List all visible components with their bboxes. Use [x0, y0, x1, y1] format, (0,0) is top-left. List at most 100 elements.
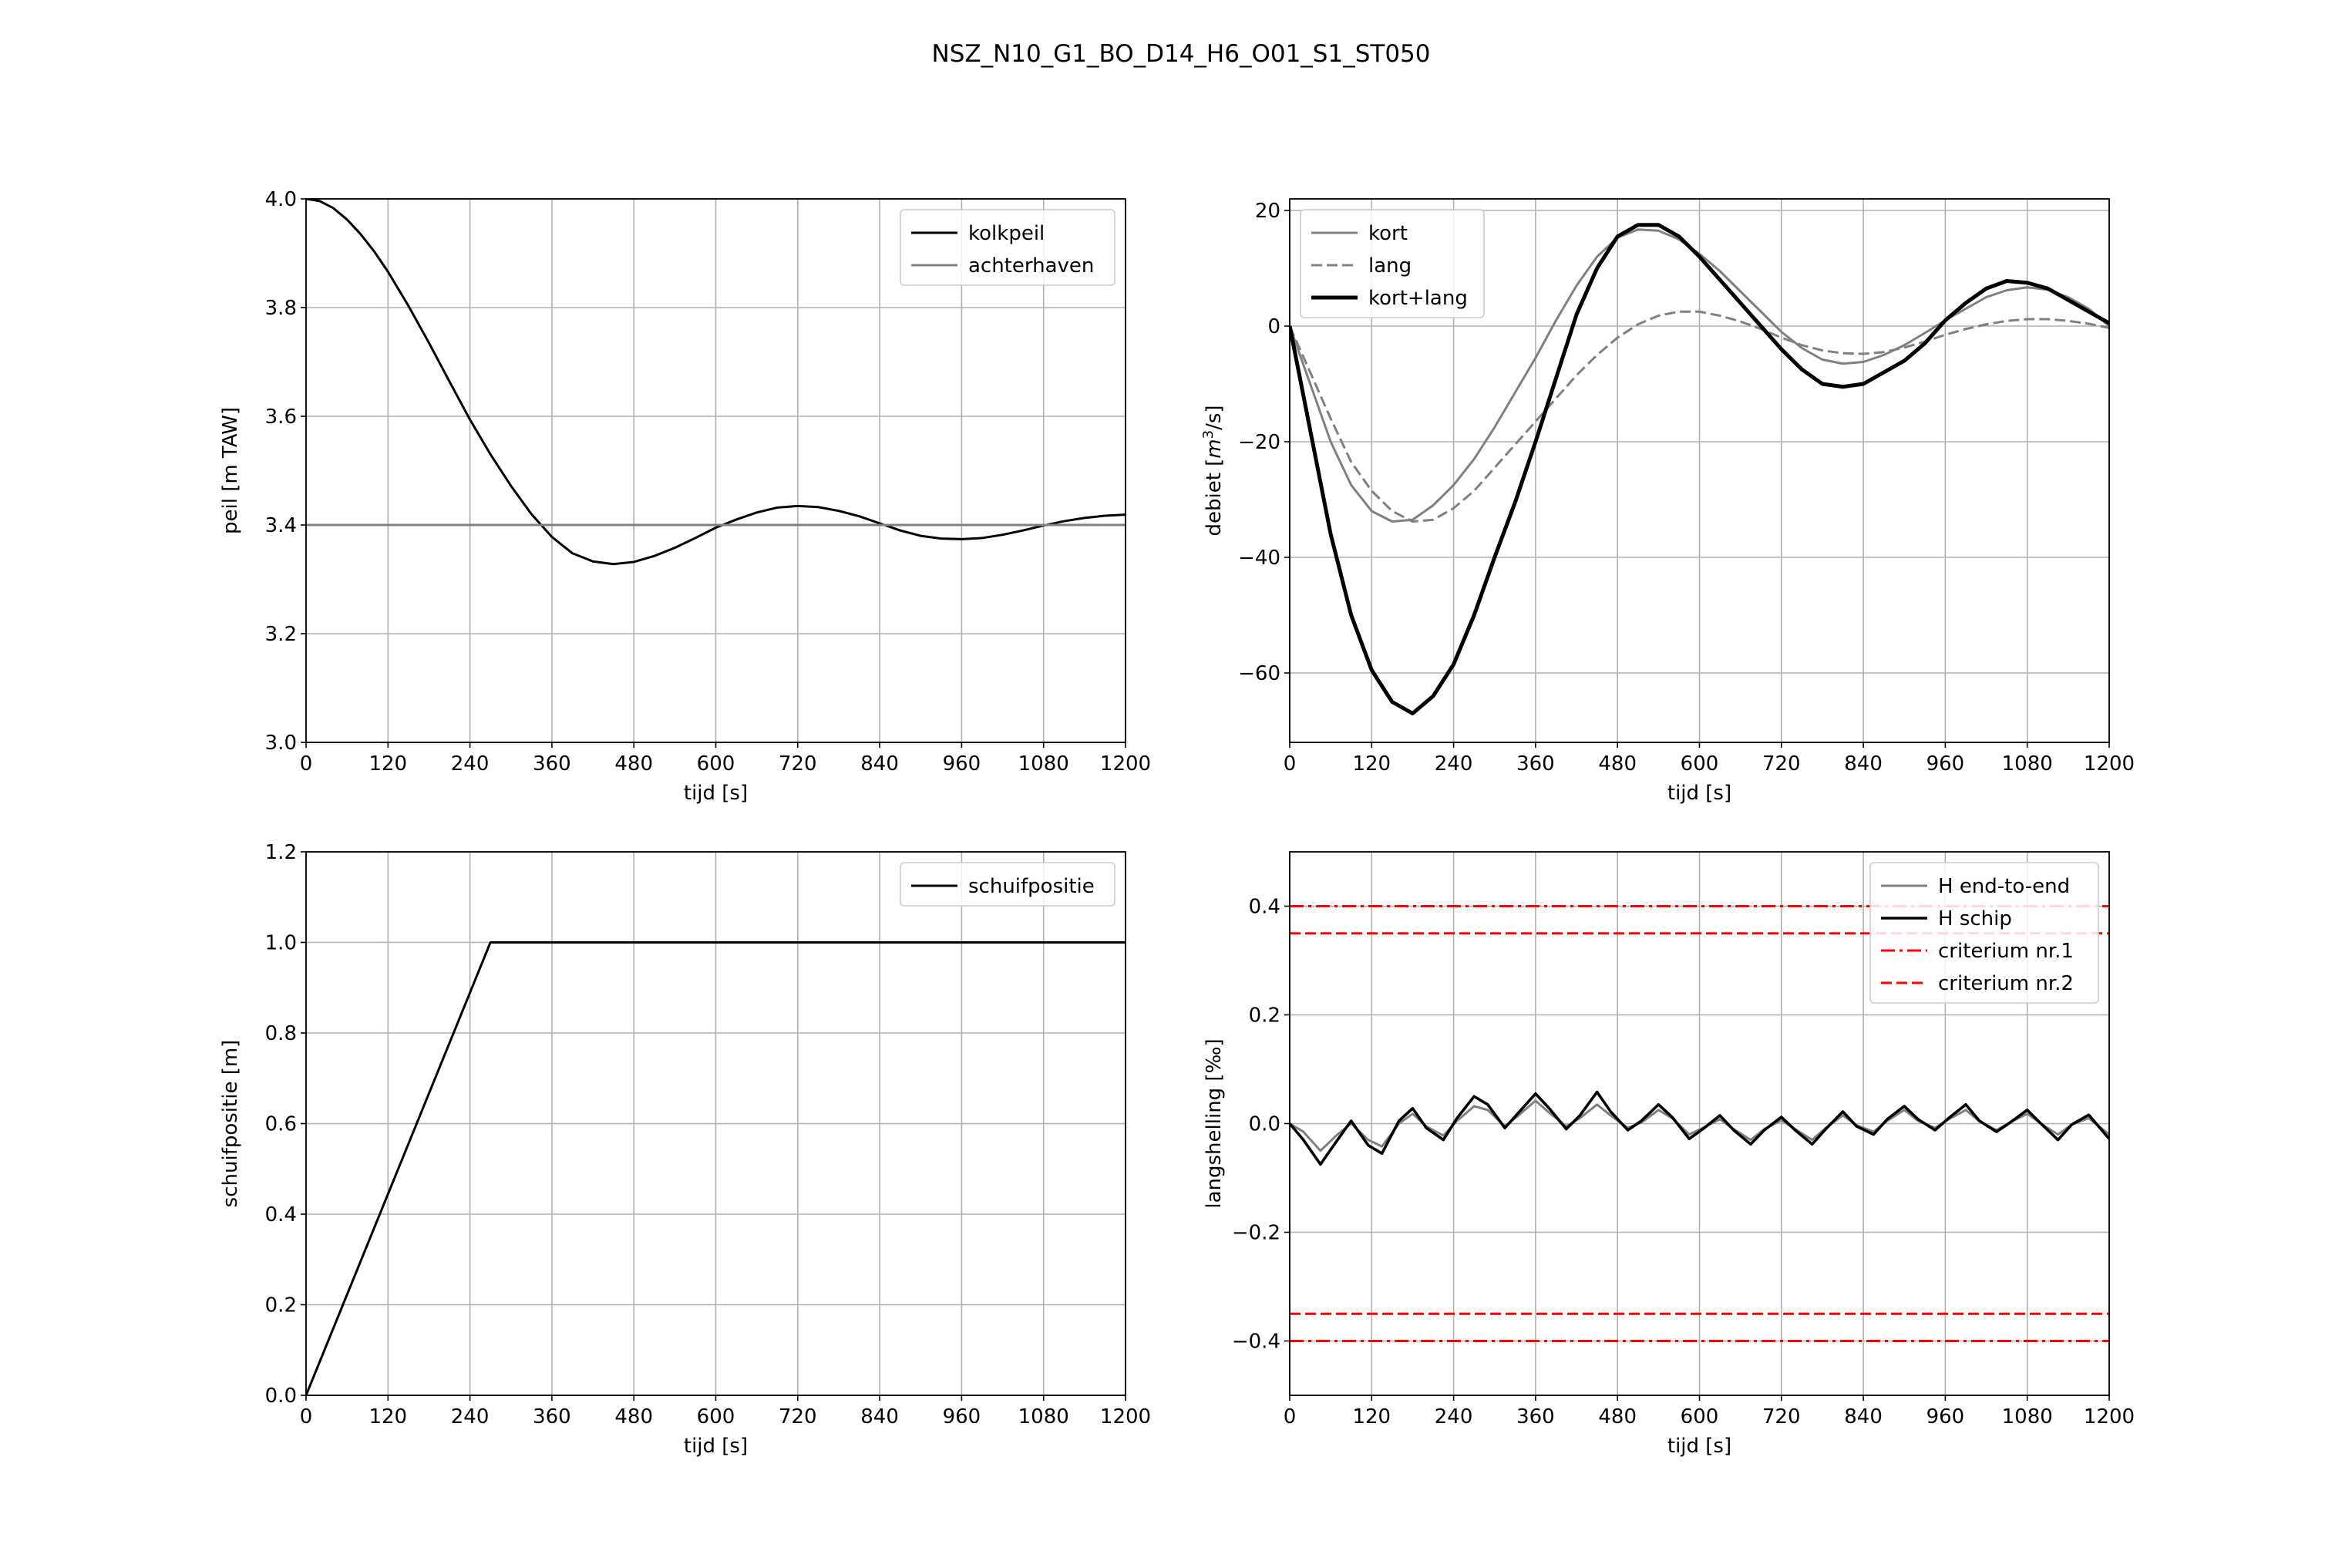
x-tick-label: 0 — [1284, 752, 1297, 776]
y-tick-label: 3.4 — [265, 514, 297, 537]
legend: H end-to-end H schip criterium nr.1 criteri… — [1869, 862, 2099, 1004]
x-tick-label: 1080 — [2002, 752, 2053, 776]
x-tick-label: 0 — [300, 752, 313, 776]
y-tick-label: 3.2 — [265, 623, 297, 646]
x-tick-label: 360 — [533, 752, 571, 776]
legend-box — [900, 862, 1115, 907]
y-axis-label-part: debiet [ — [1203, 459, 1226, 537]
legend-label: criterium nr.1 — [1938, 940, 2074, 963]
y-tick-label: 3.0 — [265, 732, 297, 755]
x-tick-label: 1200 — [1100, 752, 1151, 776]
y-tick-label: 0.2 — [265, 1294, 297, 1317]
x-tick-label: 840 — [1844, 752, 1883, 776]
legend: kolkpeil achterhaven — [900, 209, 1115, 286]
x-tick-label: 1200 — [1100, 1405, 1151, 1428]
x-tick-label: 360 — [533, 1405, 571, 1428]
x-tick-label: 1080 — [2002, 1405, 2053, 1428]
y-axis-label-part: m — [1203, 439, 1226, 458]
y-tick-label: −0.4 — [1232, 1331, 1280, 1354]
x-tick-label: 1080 — [1018, 752, 1069, 776]
legend: schuifpositie — [900, 862, 1115, 907]
x-axis-label: tijd [s] — [1667, 782, 1731, 805]
x-tick-label: 840 — [860, 1405, 899, 1428]
x-tick-label: 600 — [697, 1405, 735, 1428]
x-axis-label: tijd [s] — [684, 782, 748, 805]
kort-lang-line — [1290, 223, 2109, 715]
x-tick-label: 960 — [943, 752, 981, 776]
y-tick-label: 0.6 — [265, 1113, 297, 1136]
x-tick-label: 720 — [1762, 752, 1801, 776]
legend-label: achterhaven — [968, 254, 1094, 278]
x-tick-label: 600 — [697, 752, 735, 776]
y-axis-label-part: 3 — [1200, 430, 1216, 439]
x-axis-label: tijd [s] — [684, 1435, 748, 1458]
y-axis-label: debiet [m3/s] — [1200, 405, 1226, 536]
x-tick-label: 840 — [860, 752, 899, 776]
x-tick-label: 1200 — [2084, 752, 2135, 776]
legend-label: kort+lang — [1368, 287, 1468, 310]
chart-panel-debiet: 0 120 240 360 480 600 720 840 960 1080 1200 −60 −40 −… — [1200, 198, 2135, 805]
y-tick-label: −0.2 — [1232, 1222, 1280, 1245]
x-tick-label: 840 — [1844, 1405, 1883, 1428]
legend-label: schuifpositie — [968, 875, 1095, 898]
legend-box — [1869, 862, 2099, 1004]
y-tick-label: 3.8 — [265, 297, 297, 320]
x-tick-label: 720 — [1762, 1405, 1801, 1428]
legend-label: criterium nr.2 — [1938, 972, 2074, 995]
legend-label: kort — [1368, 222, 1408, 245]
kolkpeil-line — [306, 199, 1126, 566]
x-tick-label: 120 — [1352, 752, 1391, 776]
x-tick-label: 120 — [1352, 1405, 1391, 1428]
x-tick-label: 1080 — [1018, 1405, 1069, 1428]
x-tick-label: 960 — [1926, 752, 1965, 776]
x-tick-label: 1200 — [2084, 1405, 2135, 1428]
legend-label: kolkpeil — [968, 222, 1045, 245]
x-tick-label: 240 — [1435, 752, 1473, 776]
h-schip-line — [1290, 1090, 2109, 1166]
x-tick-label: 360 — [1516, 752, 1555, 776]
y-axis-label: schuifpositie [m] — [219, 1040, 242, 1208]
chart-panel-peil: 0 120 240 360 480 600 720 840 960 1080 1200 3.0 3.2 3… — [219, 188, 1151, 805]
y-tick-label: 1.2 — [265, 841, 297, 864]
x-tick-label: 0 — [1284, 1405, 1297, 1428]
x-tick-label: 720 — [779, 752, 817, 776]
legend: kort lang kort+lang — [1300, 209, 1485, 318]
x-tick-label: 960 — [943, 1405, 981, 1428]
x-tick-label: 480 — [614, 1405, 653, 1428]
y-tick-label: −20 — [1238, 431, 1280, 454]
legend-box — [1300, 209, 1485, 318]
x-tick-label: 240 — [1435, 1405, 1473, 1428]
x-tick-label: 120 — [368, 1405, 407, 1428]
x-tick-label: 120 — [368, 752, 407, 776]
chart-panel-schuifpositie: 0 120 240 360 480 600 720 840 960 1080 1200 0.0 0.2 0… — [219, 841, 1151, 1458]
y-tick-label: 20 — [1255, 200, 1280, 223]
y-tick-label: 0.8 — [265, 1022, 297, 1045]
legend-label: lang — [1368, 254, 1412, 278]
y-axis-label: peil [m TAW] — [219, 407, 242, 534]
legend-label: H end-to-end — [1938, 875, 2070, 898]
figure-title: NSZ_N10_G1_BO_D14_H6_O01_S1_ST050 — [932, 40, 1431, 68]
x-tick-label: 360 — [1516, 1405, 1555, 1428]
y-tick-label: 1.0 — [265, 932, 297, 955]
y-tick-label: 0.0 — [1249, 1113, 1280, 1136]
x-tick-label: 480 — [1598, 752, 1637, 776]
x-tick-label: 720 — [779, 1405, 817, 1428]
x-tick-label: 480 — [614, 752, 653, 776]
y-tick-label: 0.4 — [265, 1203, 297, 1226]
x-tick-label: 600 — [1681, 752, 1719, 776]
schuifpositie-line — [306, 941, 1126, 1395]
chart-panel-langshelling: 0 120 240 360 480 600 720 840 960 1080 1200 −0.4 −0.… — [1203, 851, 2135, 1458]
y-tick-label: −60 — [1238, 662, 1280, 685]
y-tick-label: −40 — [1238, 547, 1280, 570]
y-tick-label: 0 — [1267, 315, 1280, 338]
x-tick-label: 240 — [451, 1405, 490, 1428]
y-tick-label: 0.4 — [1249, 896, 1280, 919]
legend-label: H schip — [1938, 907, 2012, 930]
x-axis-label: tijd [s] — [1667, 1435, 1731, 1458]
y-tick-label: 0.2 — [1249, 1004, 1280, 1028]
y-tick-label: 0.0 — [265, 1385, 297, 1408]
x-tick-label: 960 — [1926, 1405, 1965, 1428]
y-tick-label: 3.6 — [265, 405, 297, 429]
